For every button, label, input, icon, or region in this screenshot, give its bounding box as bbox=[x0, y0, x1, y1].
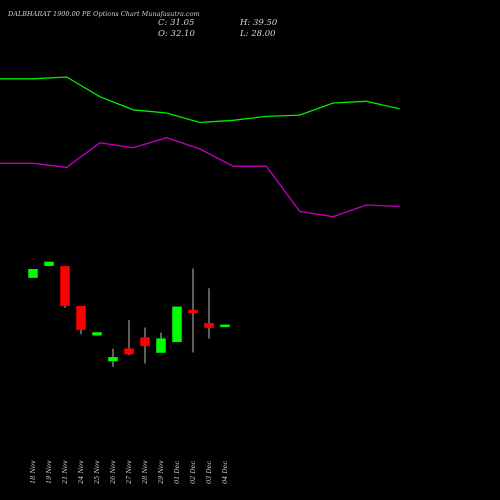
candle-body bbox=[60, 266, 70, 307]
candle-body bbox=[140, 337, 150, 347]
x-tick-label: 24 Nov bbox=[77, 460, 85, 485]
close-label: C: 31.05 bbox=[158, 18, 195, 28]
candle-body bbox=[44, 261, 54, 266]
x-axis-labels: 18 Nov 19 Nov 21 Nov 24 Nov 25 Nov 26 Nov 27 N… bbox=[29, 460, 229, 485]
x-tick-label: 02 Dec bbox=[189, 461, 197, 484]
candle bbox=[156, 332, 166, 353]
candle bbox=[92, 332, 102, 336]
lower-indicator-line bbox=[0, 137, 400, 218]
upper-indicator-line bbox=[0, 76, 400, 124]
candle bbox=[124, 320, 134, 356]
candle-body bbox=[204, 323, 214, 328]
x-tick-label: 26 Nov bbox=[109, 460, 117, 485]
candle bbox=[60, 266, 70, 308]
candle bbox=[108, 348, 118, 367]
x-tick-label: 19 Nov bbox=[45, 460, 53, 484]
indicator-lines bbox=[0, 76, 400, 218]
candle-body bbox=[188, 309, 198, 314]
low-label: L: 28.00 bbox=[240, 29, 276, 39]
x-tick-label: 27 Nov bbox=[125, 460, 133, 485]
x-tick-label: 25 Nov bbox=[93, 460, 101, 485]
candle-body bbox=[108, 357, 118, 362]
x-tick-label: 01 Dec bbox=[173, 461, 181, 484]
x-tick-label: 18 Nov bbox=[29, 460, 37, 484]
candles bbox=[28, 261, 230, 367]
candle bbox=[172, 306, 182, 343]
candle-body bbox=[124, 348, 134, 355]
open-label: O: 32.10 bbox=[158, 29, 195, 39]
x-tick-label: 03 Dec bbox=[205, 461, 213, 484]
candle-body bbox=[92, 332, 102, 336]
x-tick-label: 28 Nov bbox=[141, 460, 149, 485]
candle-body bbox=[172, 306, 182, 343]
candle bbox=[188, 268, 198, 353]
x-tick-label: 04 Dec bbox=[221, 461, 229, 484]
candle bbox=[220, 324, 230, 328]
candle bbox=[28, 269, 38, 278]
candle bbox=[76, 305, 86, 335]
high-label: H: 39.50 bbox=[240, 18, 278, 28]
candle-body bbox=[76, 305, 86, 330]
candle bbox=[44, 261, 54, 267]
x-tick-label: 29 Nov bbox=[157, 460, 165, 485]
x-tick-label: 21 Nov bbox=[61, 460, 69, 485]
candle bbox=[204, 288, 214, 339]
candle-body bbox=[220, 324, 230, 328]
candle bbox=[140, 327, 150, 364]
chart-title: DALBHARAT 1900.00 PE Options Chart Munaf… bbox=[8, 10, 200, 18]
candle-body bbox=[28, 269, 38, 278]
candle-body bbox=[156, 338, 166, 353]
